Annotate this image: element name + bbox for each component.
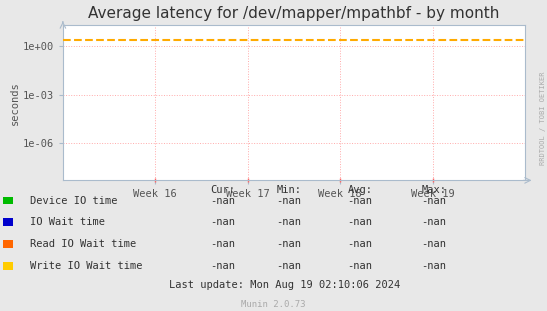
Text: -nan: -nan <box>347 196 373 206</box>
Text: Read IO Wait time: Read IO Wait time <box>30 239 136 249</box>
Text: -nan: -nan <box>421 261 446 271</box>
Text: -nan: -nan <box>211 196 236 206</box>
Y-axis label: seconds: seconds <box>10 81 20 124</box>
Text: -nan: -nan <box>347 239 373 249</box>
Text: -nan: -nan <box>211 239 236 249</box>
Text: -nan: -nan <box>347 261 373 271</box>
Text: Last update: Mon Aug 19 02:10:06 2024: Last update: Mon Aug 19 02:10:06 2024 <box>169 281 400 290</box>
Text: -nan: -nan <box>421 239 446 249</box>
Text: Device IO time: Device IO time <box>30 196 118 206</box>
Text: Min:: Min: <box>276 185 301 195</box>
Text: Max:: Max: <box>421 185 446 195</box>
Text: -nan: -nan <box>276 239 301 249</box>
Text: -nan: -nan <box>421 217 446 227</box>
Text: -nan: -nan <box>276 261 301 271</box>
Text: -nan: -nan <box>276 217 301 227</box>
Text: Write IO Wait time: Write IO Wait time <box>30 261 143 271</box>
Text: IO Wait time: IO Wait time <box>30 217 105 227</box>
Text: -nan: -nan <box>347 217 373 227</box>
Text: Avg:: Avg: <box>347 185 373 195</box>
Text: Munin 2.0.73: Munin 2.0.73 <box>241 300 306 309</box>
Text: -nan: -nan <box>211 261 236 271</box>
Text: -nan: -nan <box>421 196 446 206</box>
Text: RRDTOOL / TOBI OETIKER: RRDTOOL / TOBI OETIKER <box>540 72 546 165</box>
Text: Cur:: Cur: <box>211 185 236 195</box>
Text: -nan: -nan <box>276 196 301 206</box>
Text: -nan: -nan <box>211 217 236 227</box>
Title: Average latency for /dev/mapper/mpathbf - by month: Average latency for /dev/mapper/mpathbf … <box>88 6 500 21</box>
